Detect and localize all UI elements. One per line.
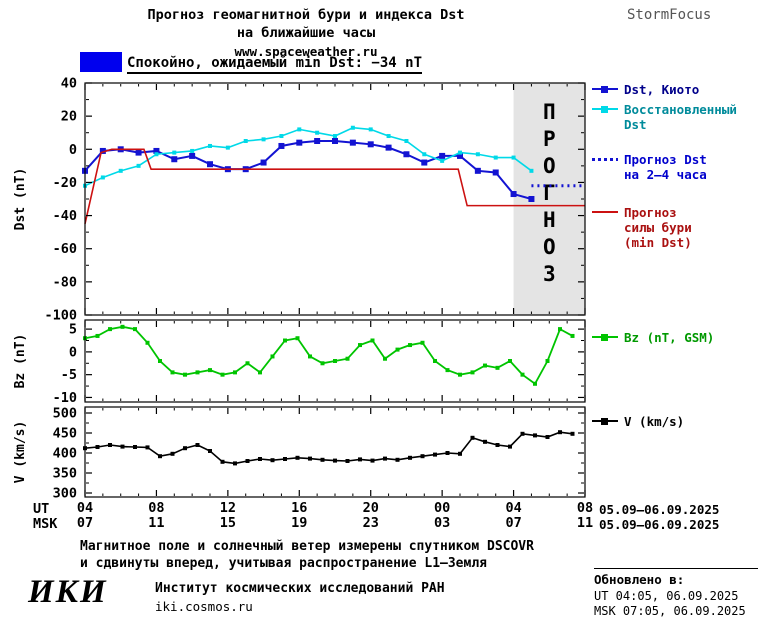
legend-dst-restored-label: Восстановленный Dst	[624, 102, 737, 132]
svg-text:20: 20	[363, 500, 379, 516]
svg-text:20: 20	[61, 109, 77, 125]
updated-label: Обновлено в:	[594, 572, 685, 587]
v-axis-label: V (km/s)	[13, 420, 28, 484]
v-line-sample	[592, 416, 618, 427]
line-glyph	[592, 211, 618, 213]
svg-text:08: 08	[577, 500, 593, 516]
dotted-line-glyph	[592, 158, 618, 161]
svg-text:-40: -40	[53, 208, 77, 224]
svg-text:300: 300	[53, 486, 77, 502]
legend-dst-kyoto: Dst, Киото	[592, 82, 699, 97]
dst-restored-line-sample	[592, 104, 618, 115]
svg-text:-10: -10	[53, 390, 77, 406]
svg-text:11: 11	[148, 515, 164, 531]
legend-bz: Bz (nT, GSM)	[592, 330, 714, 345]
ut-axis-prefix: UT	[33, 501, 50, 517]
iki-site-link[interactable]: iki.cosmos.ru	[155, 599, 253, 614]
svg-text:0: 0	[69, 344, 77, 360]
svg-text:07: 07	[77, 515, 93, 531]
svg-text:00: 00	[434, 500, 450, 516]
svg-text:-5: -5	[61, 367, 77, 383]
spaceweather-link[interactable]: www.spaceweather.ru	[234, 44, 378, 59]
svg-text:Г: Г	[543, 181, 556, 205]
brand-label: StormFocus	[627, 7, 712, 23]
svg-text:07: 07	[505, 515, 521, 531]
title-line2: на ближайшие часы	[236, 25, 376, 41]
svg-text:О: О	[543, 154, 556, 178]
svg-text:-100: -100	[44, 308, 77, 324]
page-title: Прогноз геомагнитной бури и индекса Dst …	[0, 6, 612, 61]
legend-storm-forecast-label: Прогноз силы бури (min Dst)	[624, 205, 692, 250]
svg-text:5: 5	[69, 322, 77, 338]
svg-text:500: 500	[53, 406, 77, 422]
legend-storm-forecast: Прогноз силы бури (min Dst)	[592, 205, 692, 250]
svg-text:11: 11	[577, 515, 593, 531]
updated-msk: MSK 07:05, 06.09.2025	[594, 604, 746, 618]
svg-text:12: 12	[220, 500, 236, 516]
title-line1: Прогноз геомагнитной бури и индекса Dst	[147, 7, 465, 23]
legend-bz-label: Bz (nT, GSM)	[624, 330, 715, 345]
square-marker-glyph	[601, 334, 608, 341]
legend-dst-forecast-label: Прогноз Dst на 2–4 часа	[624, 152, 707, 182]
svg-text:19: 19	[291, 515, 307, 531]
svg-text:03: 03	[434, 515, 450, 531]
svg-text:15: 15	[220, 515, 236, 531]
ut-date-range: 05.09–06.09.2025	[599, 502, 720, 517]
storm-forecast-line-sample	[592, 207, 618, 218]
msk-date-range: 05.09–06.09.2025	[599, 517, 720, 532]
legend-dst-kyoto-label: Dst, Киото	[624, 82, 700, 97]
svg-text:З: З	[543, 262, 556, 286]
legend-dst-restored: Восстановленный Dst	[592, 102, 737, 132]
svg-text:-80: -80	[53, 274, 77, 290]
iki-logo: ИКИ	[28, 574, 108, 610]
svg-text:-20: -20	[53, 175, 77, 191]
svg-text:О: О	[543, 235, 556, 259]
legend-v-label: V (km/s)	[624, 414, 685, 429]
charts-svg: ПРОГНОЗ40200-20-40-60-80-10050-5-1050045…	[44, 76, 593, 532]
svg-text:23: 23	[363, 515, 379, 531]
svg-text:350: 350	[53, 466, 77, 482]
updated-ut: UT 04:05, 06.09.2025	[594, 589, 739, 603]
svg-text:П: П	[543, 100, 556, 124]
svg-text:-60: -60	[53, 241, 77, 257]
legend-v: V (km/s)	[592, 414, 684, 429]
svg-text:Р: Р	[543, 127, 556, 151]
svg-text:16: 16	[291, 500, 307, 516]
institute-name: Институт космических исследований РАН	[155, 581, 445, 596]
svg-text:400: 400	[53, 446, 77, 462]
legend-dst-forecast: Прогноз Dst на 2–4 часа	[592, 152, 707, 182]
msk-axis-prefix: MSK	[33, 516, 58, 532]
svg-text:04: 04	[505, 500, 521, 516]
svg-text:0: 0	[69, 142, 77, 158]
dst-forecast-dotted-sample	[592, 154, 618, 165]
square-marker-glyph	[601, 106, 608, 113]
status-text: Спокойно, ожидаемый min Dst: −34 nT	[127, 55, 423, 74]
square-marker-glyph	[601, 418, 608, 425]
status-color-swatch	[80, 52, 122, 72]
updated-block: Обновлено в: UT 04:05, 06.09.2025 MSK 07…	[594, 568, 758, 619]
bz-line-sample	[592, 332, 618, 343]
square-marker-glyph	[601, 86, 608, 93]
svg-text:40: 40	[61, 76, 77, 92]
svg-text:450: 450	[53, 426, 77, 442]
dscovr-note-line1: Магнитное поле и солнечный ветер измерен…	[80, 539, 534, 554]
svg-text:04: 04	[77, 500, 93, 516]
dst-axis-label: Dst (nT)	[13, 167, 28, 231]
svg-text:Н: Н	[543, 208, 556, 232]
dscovr-note-line2: и сдвинуты вперед, учитывая распростране…	[80, 556, 487, 571]
dst-kyoto-line-sample	[592, 84, 618, 95]
svg-text:08: 08	[148, 500, 164, 516]
